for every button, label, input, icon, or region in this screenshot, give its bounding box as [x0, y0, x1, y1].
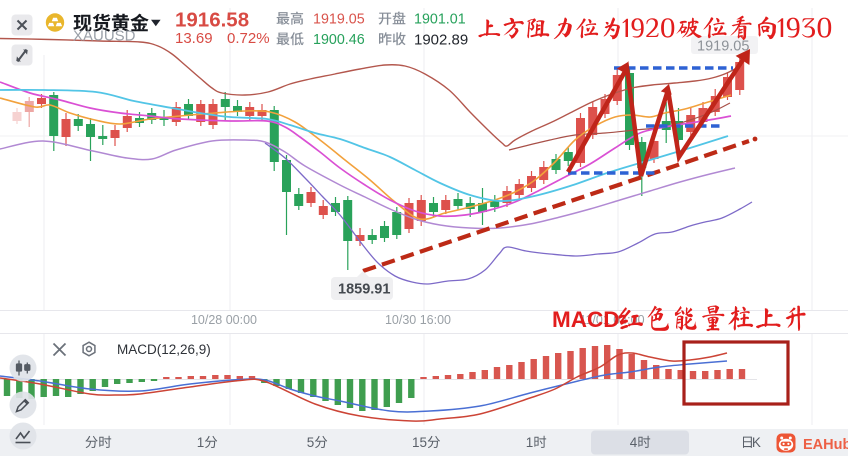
- svg-text:13.69: 13.69: [175, 30, 213, 47]
- svg-text:1859.91: 1859.91: [338, 282, 390, 298]
- svg-text:10/30 16:00: 10/30 16:00: [385, 313, 451, 327]
- svg-text:MACD: MACD: [552, 307, 620, 332]
- svg-text:0.72%: 0.72%: [227, 30, 270, 47]
- svg-text:1916.58: 1916.58: [175, 9, 249, 32]
- svg-text:MACD(12,26,9): MACD(12,26,9): [117, 342, 211, 357]
- svg-text:5: 5: [307, 435, 315, 450]
- svg-text:K: K: [752, 435, 761, 450]
- svg-text:1: 1: [526, 435, 534, 450]
- svg-text:10/28 00:00: 10/28 00:00: [191, 313, 257, 327]
- svg-text:1919.05: 1919.05: [697, 39, 749, 55]
- svg-text:15: 15: [412, 435, 427, 450]
- svg-text:EAHub: EAHub: [803, 437, 848, 453]
- svg-text:1902.89: 1902.89: [414, 32, 468, 49]
- svg-text:1900.46: 1900.46: [313, 32, 365, 48]
- svg-text:1901.01: 1901.01: [414, 12, 466, 28]
- svg-text:11/01 04:00: 11/01 04:00: [579, 313, 644, 327]
- svg-text:4: 4: [630, 435, 638, 450]
- svg-text:XAUUSD: XAUUSD: [73, 28, 136, 45]
- svg-text:1919.05: 1919.05: [313, 12, 365, 28]
- svg-text:1: 1: [197, 435, 205, 450]
